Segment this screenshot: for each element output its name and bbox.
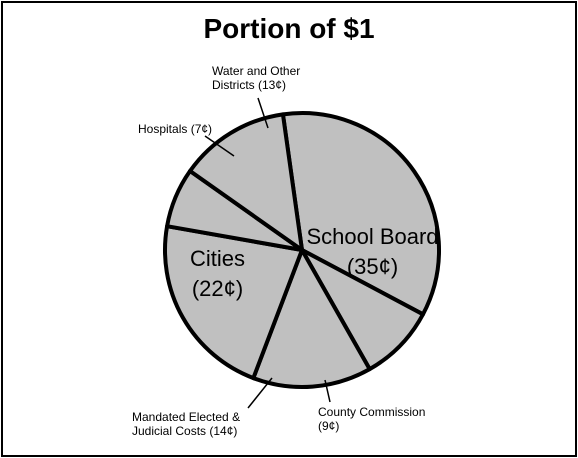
leader-line bbox=[247, 377, 273, 409]
slice-label: Hospitals (7¢) bbox=[138, 122, 258, 136]
category-label: Hospitals bbox=[138, 122, 188, 136]
pie-slice bbox=[163, 224, 304, 381]
category-label: County Commission bbox=[318, 405, 426, 419]
slice-label: School Board (35¢) bbox=[300, 222, 445, 282]
value-label: (13¢) bbox=[258, 78, 287, 92]
slice-label: County Commission (9¢) bbox=[318, 405, 428, 433]
category-label: School Board bbox=[306, 224, 439, 249]
value-label: (9¢) bbox=[318, 419, 340, 433]
value-label: (14¢) bbox=[209, 424, 238, 438]
value-label: (22¢) bbox=[191, 276, 244, 301]
pie-slice bbox=[188, 112, 304, 252]
slice-label: Water and Other Districts (13¢) bbox=[212, 64, 342, 92]
category-label: Cities bbox=[189, 246, 245, 271]
value-label: (7¢) bbox=[190, 122, 213, 136]
pie-slice bbox=[251, 248, 372, 389]
category-label: Water and Other Districts bbox=[212, 64, 301, 92]
value-label: (35¢) bbox=[346, 254, 399, 279]
leader-line bbox=[257, 97, 269, 129]
leader-line bbox=[324, 379, 331, 403]
slice-label: Mandated Elected & Judicial Costs (14¢) bbox=[132, 410, 262, 438]
leader-line bbox=[204, 135, 235, 157]
pie-slice bbox=[280, 111, 441, 317]
category-label: Mandated Elected & Judicial Costs bbox=[132, 410, 241, 438]
slice-label: Cities (22¢) bbox=[175, 244, 260, 304]
chart-title: Portion of $1 bbox=[203, 13, 374, 44]
leader-lines bbox=[204, 97, 331, 409]
